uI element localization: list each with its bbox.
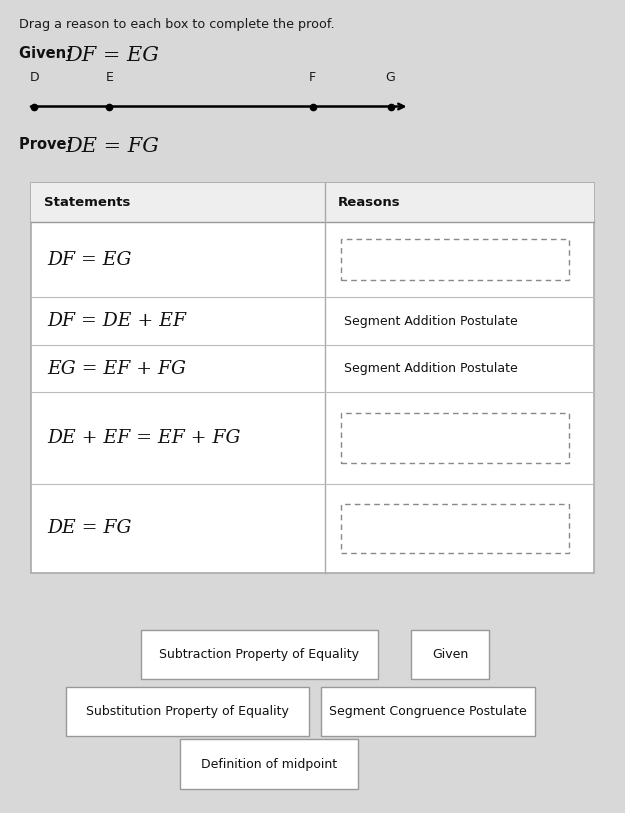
Text: DF = DE + EF: DF = DE + EF [47, 312, 186, 330]
Text: Segment Addition Postulate: Segment Addition Postulate [344, 362, 518, 375]
FancyBboxPatch shape [0, 577, 625, 813]
FancyBboxPatch shape [341, 504, 569, 553]
Text: F: F [309, 71, 316, 84]
Text: DE = FG: DE = FG [66, 137, 159, 155]
Text: Segment Addition Postulate: Segment Addition Postulate [344, 315, 518, 328]
FancyBboxPatch shape [321, 686, 535, 737]
Text: DF = EG: DF = EG [66, 46, 159, 65]
Text: Substitution Property of Equality: Substitution Property of Equality [86, 705, 289, 718]
Text: DE = FG: DE = FG [47, 520, 131, 537]
Text: DF = EG: DF = EG [47, 250, 131, 269]
FancyBboxPatch shape [180, 740, 358, 789]
FancyBboxPatch shape [31, 183, 594, 573]
Text: Definition of midpoint: Definition of midpoint [201, 758, 337, 771]
Text: Reasons: Reasons [338, 196, 400, 209]
Text: EG = EF + FG: EG = EF + FG [47, 359, 186, 377]
Text: Given: Given [432, 648, 468, 661]
Text: Subtraction Property of Equality: Subtraction Property of Equality [159, 648, 359, 661]
Text: G: G [386, 71, 396, 84]
FancyBboxPatch shape [66, 686, 309, 737]
Text: Segment Congruence Postulate: Segment Congruence Postulate [329, 705, 527, 718]
Text: Drag a reason to each box to complete the proof.: Drag a reason to each box to complete th… [19, 18, 334, 31]
FancyBboxPatch shape [341, 239, 569, 280]
Text: Given:: Given: [19, 46, 77, 61]
Text: Statements: Statements [44, 196, 130, 209]
Text: Prove:: Prove: [19, 137, 78, 151]
FancyBboxPatch shape [411, 629, 489, 680]
FancyBboxPatch shape [341, 413, 569, 463]
Text: DE + EF = EF + FG: DE + EF = EF + FG [47, 429, 241, 447]
Text: E: E [106, 71, 113, 84]
FancyBboxPatch shape [31, 183, 594, 222]
FancyBboxPatch shape [141, 629, 378, 680]
Text: D: D [29, 71, 39, 84]
